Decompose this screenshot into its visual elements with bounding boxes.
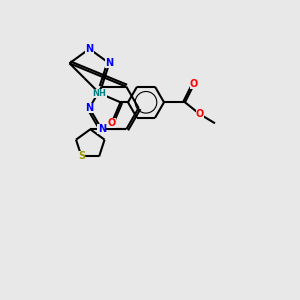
Text: N: N xyxy=(98,124,106,134)
Text: NH: NH xyxy=(93,89,106,98)
Text: O: O xyxy=(107,118,116,128)
Text: O: O xyxy=(196,109,204,119)
Text: N: N xyxy=(85,103,94,113)
Text: N: N xyxy=(85,44,94,54)
Text: N: N xyxy=(105,58,113,68)
Text: S: S xyxy=(78,152,85,161)
Text: O: O xyxy=(190,79,198,89)
